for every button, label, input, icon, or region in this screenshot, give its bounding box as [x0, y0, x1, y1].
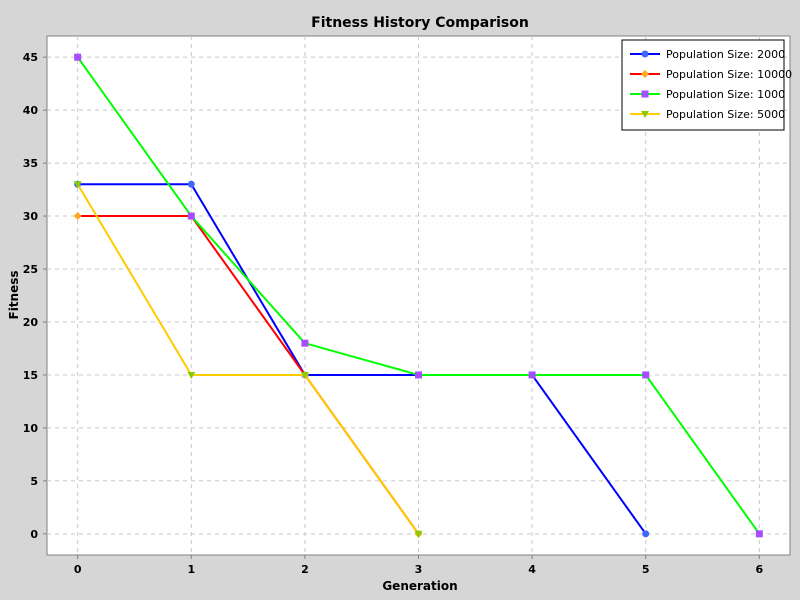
legend[interactable]: Population Size: 2000 Population Size: 10…	[621, 39, 792, 131]
legend-label: Population Size: 1000	[666, 88, 785, 101]
legend-item[interactable]: Population Size: 5000	[630, 108, 785, 121]
data-point	[755, 530, 763, 538]
legend-marker	[641, 111, 649, 118]
data-point	[528, 371, 536, 379]
series-2	[74, 53, 763, 538]
legend-marker	[641, 90, 649, 98]
data-point	[74, 53, 82, 61]
data-point	[187, 180, 195, 188]
legend-label: Population Size: 10000	[666, 68, 792, 81]
series-layer	[73, 53, 763, 538]
legend-marker	[641, 50, 649, 58]
y-tick-label: 15	[23, 369, 38, 382]
series-line	[76, 183, 420, 535]
x-tick-label: 1	[187, 563, 195, 576]
y-axis-label: Fitness	[7, 270, 21, 319]
legend-item[interactable]: Population Size: 2000	[630, 48, 785, 61]
chart-title: Fitness History Comparison	[311, 15, 529, 31]
data-point	[414, 530, 423, 538]
data-point	[73, 212, 82, 221]
x-axis-label: Generation	[382, 579, 457, 593]
y-tick-label: 40	[23, 104, 39, 117]
legend-label: Population Size: 2000	[666, 48, 785, 61]
legend-marker	[641, 70, 649, 78]
data-point	[415, 371, 422, 379]
data-point	[642, 530, 650, 538]
y-tick-label: 10	[23, 422, 39, 435]
data-point	[642, 371, 650, 379]
legend-label: Population Size: 5000	[666, 108, 785, 121]
data-point	[187, 212, 195, 220]
y-tick-label: 5	[30, 475, 38, 488]
y-tick-label: 0	[30, 528, 38, 541]
legend-item[interactable]: Population Size: 1000	[630, 88, 785, 101]
x-tick-label: 0	[74, 563, 82, 576]
x-tick-label: 6	[755, 563, 763, 576]
y-tick-label: 25	[23, 263, 38, 276]
data-point	[300, 371, 309, 379]
y-tick-label: 20	[23, 316, 39, 329]
data-point	[187, 371, 196, 379]
series-line	[77, 183, 647, 535]
y-tick-label: 30	[23, 210, 39, 223]
x-tick-label: 4	[528, 563, 536, 576]
series-3	[73, 181, 423, 538]
data-point	[301, 339, 309, 347]
x-tick-label: 5	[642, 563, 650, 576]
x-tick-label: 3	[415, 563, 423, 576]
data-point	[73, 181, 82, 189]
y-tick-label: 45	[23, 51, 38, 64]
y-tick-label: 35	[23, 157, 38, 170]
legend-item[interactable]: Population Size: 10000	[630, 68, 792, 81]
x-tick-label: 2	[301, 563, 309, 576]
